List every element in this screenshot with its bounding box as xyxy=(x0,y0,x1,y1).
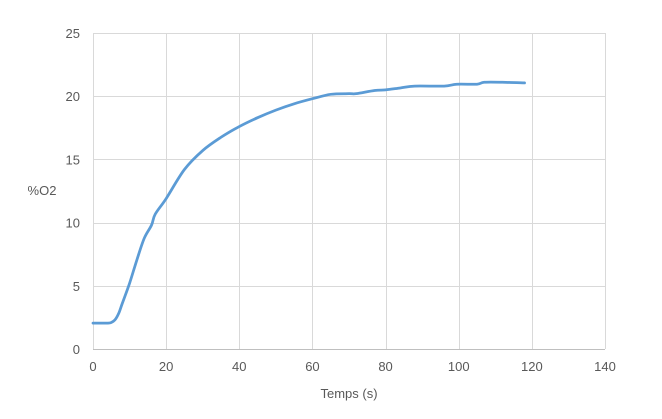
x-tick-label: 20 xyxy=(159,359,173,374)
y-tick-label: 10 xyxy=(66,216,80,231)
x-tick-label: 60 xyxy=(305,359,319,374)
x-tick-label: 80 xyxy=(378,359,392,374)
series-line xyxy=(91,80,526,325)
y-tick-label: 0 xyxy=(73,342,80,357)
y-tick-label: 20 xyxy=(66,89,80,104)
y-tick-labels: 0 5 10 15 20 25 xyxy=(66,26,80,357)
x-tick-label: 0 xyxy=(89,359,96,374)
x-tick-label: 140 xyxy=(594,359,616,374)
y-axis-title: %O2 xyxy=(28,183,57,198)
x-tick-label: 100 xyxy=(448,359,470,374)
y-tick-label: 15 xyxy=(66,152,80,167)
x-tick-label: 120 xyxy=(521,359,543,374)
y-tick-label: 5 xyxy=(73,279,80,294)
y-tick-label: 25 xyxy=(66,26,80,41)
series-layer xyxy=(91,80,526,325)
x-axis-title: Temps (s) xyxy=(320,386,377,401)
gridlines xyxy=(93,33,606,350)
x-tick-labels: 0 20 40 60 80 100 120 140 xyxy=(89,359,615,374)
x-tick-label: 40 xyxy=(232,359,246,374)
